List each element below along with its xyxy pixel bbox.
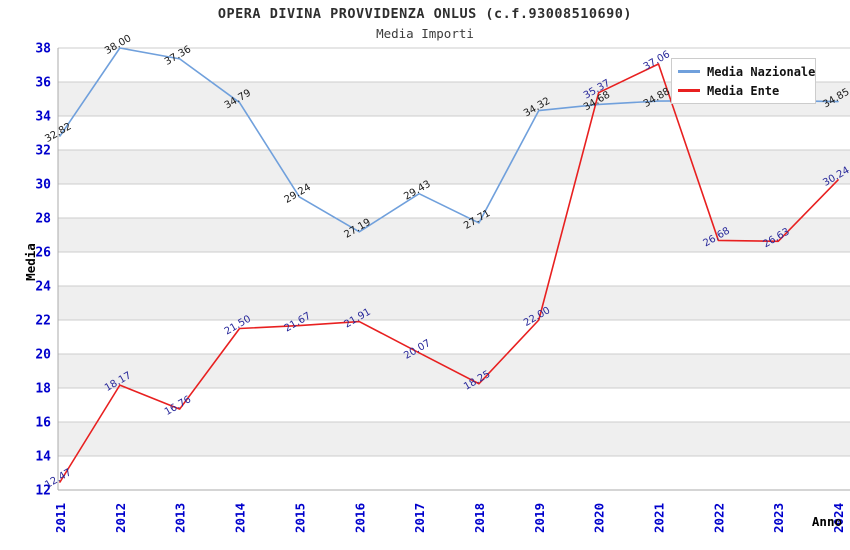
y-tick-label: 18 <box>35 382 51 397</box>
y-tick-label: 36 <box>35 76 51 91</box>
plot-band <box>58 320 850 354</box>
plot-band <box>58 286 850 320</box>
plot-band <box>58 252 850 286</box>
y-tick-label: 32 <box>35 144 51 159</box>
x-tick-label: 2014 <box>233 503 248 533</box>
plot-band <box>58 422 850 456</box>
x-tick-label: 2020 <box>592 503 607 533</box>
x-tick-label: 2012 <box>113 503 128 533</box>
x-tick-label: 2022 <box>711 503 726 533</box>
x-tick-label: 2016 <box>352 503 367 533</box>
plot-band <box>58 150 850 184</box>
series-line-media-ente <box>59 63 839 483</box>
y-tick-label: 26 <box>35 246 51 261</box>
plot-band <box>58 388 850 422</box>
y-tick-label: 28 <box>35 212 51 227</box>
y-tick-label: 20 <box>35 348 51 363</box>
x-tick-label: 2013 <box>173 503 188 533</box>
plot-band <box>58 456 850 490</box>
x-tick-label: 2015 <box>292 503 307 533</box>
chart-title: OPERA DIVINA PROVVIDENZA ONLUS (c.f.9300… <box>217 6 633 22</box>
y-tick-label: 16 <box>35 416 51 431</box>
legend-swatch-media-ente <box>678 89 700 92</box>
x-tick-label: 2023 <box>771 503 786 533</box>
x-tick-label: 2019 <box>532 503 547 533</box>
legend-swatch-media-nazionale <box>678 70 700 73</box>
plot-band <box>58 218 850 252</box>
plot-band <box>58 184 850 218</box>
legend-label-media-nazionale: Media Nazionale <box>707 64 816 79</box>
legend-item-media-ente: Media Ente <box>678 81 809 100</box>
y-tick-label: 38 <box>35 42 51 57</box>
y-tick-label: 30 <box>35 178 51 193</box>
x-tick-label: 2024 <box>831 503 846 533</box>
chart-subtitle: Media Importi <box>376 26 474 41</box>
y-tick-label: 34 <box>35 110 51 125</box>
legend: Media Nazionale Media Ente <box>671 58 816 104</box>
x-axis-title: Anno <box>811 514 842 529</box>
y-tick-label: 22 <box>35 314 51 329</box>
legend-item-media-nazionale: Media Nazionale <box>678 62 815 81</box>
y-tick-label: 14 <box>35 450 51 465</box>
legend-label-media-ente: Media Ente <box>707 83 780 98</box>
y-tick-label: 24 <box>35 280 51 295</box>
x-tick-label: 2021 <box>652 503 667 533</box>
x-tick-label: 2011 <box>53 503 68 533</box>
y-tick-label: 12 <box>35 484 51 499</box>
x-tick-label: 2017 <box>412 503 427 533</box>
y-axis-title: Media <box>23 243 38 281</box>
x-tick-label: 2018 <box>472 503 487 533</box>
plot-band <box>58 116 850 150</box>
